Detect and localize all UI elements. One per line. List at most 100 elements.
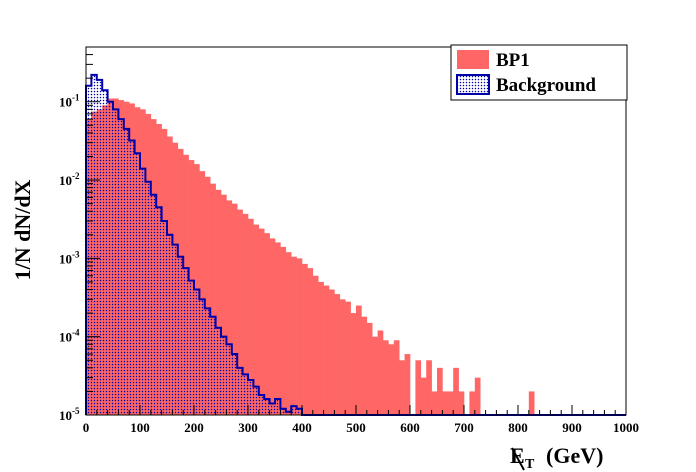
background-series bbox=[85, 73, 626, 416]
bp1-bar bbox=[361, 316, 368, 415]
bp1-bar bbox=[258, 228, 265, 415]
bp1-bar bbox=[242, 213, 249, 415]
bp1-bar bbox=[199, 171, 206, 415]
x-tick-label: 900 bbox=[562, 420, 582, 435]
background-bar bbox=[140, 168, 146, 415]
background-bar bbox=[215, 327, 222, 415]
background-bar bbox=[118, 119, 125, 415]
bp1-bar bbox=[329, 289, 335, 415]
bp1-bar bbox=[221, 194, 227, 415]
background-bar bbox=[86, 85, 92, 415]
bp1-bar bbox=[318, 281, 324, 415]
background-bar bbox=[275, 399, 281, 415]
bp1-bar bbox=[253, 224, 260, 415]
y-tick-exponent: -3 bbox=[72, 249, 80, 259]
legend: BP1 Background bbox=[450, 44, 628, 101]
x-axis: 0 100 200 300 400 500 600 700 800 900 1000 bbox=[83, 405, 639, 435]
y-tick-exponent: -4 bbox=[72, 328, 80, 338]
bp1-bar bbox=[323, 285, 330, 415]
bp1-bar bbox=[399, 360, 405, 415]
bp1-bar bbox=[285, 252, 292, 415]
x-tick-label: 600 bbox=[400, 420, 420, 435]
bp1-bar bbox=[372, 336, 378, 415]
bp1-bar bbox=[474, 377, 481, 415]
background-bar bbox=[134, 153, 141, 416]
bp1-bar bbox=[296, 258, 303, 415]
bp1-bar bbox=[393, 340, 400, 415]
bp1-bar bbox=[447, 391, 454, 415]
background-bar bbox=[183, 268, 189, 415]
bp1-bar bbox=[334, 294, 341, 415]
svg-text:T: T bbox=[525, 457, 535, 472]
background-bar bbox=[177, 256, 184, 415]
bp1-bar bbox=[420, 377, 427, 415]
legend-swatch-background bbox=[456, 74, 490, 95]
background-bar bbox=[237, 367, 243, 415]
bp1-bar bbox=[366, 322, 373, 415]
background-bar bbox=[210, 316, 216, 415]
x-tick-label: 1000 bbox=[613, 420, 639, 435]
background-bar bbox=[258, 395, 265, 415]
bp1-bar bbox=[442, 391, 449, 415]
x-axis-label: E T (GeV) bbox=[510, 443, 603, 472]
background-bar bbox=[264, 399, 270, 415]
bp1-bar bbox=[231, 203, 238, 415]
bp1-bar bbox=[226, 200, 233, 415]
background-bar bbox=[285, 411, 292, 415]
bp1-bar bbox=[215, 189, 222, 415]
bp1-bar bbox=[469, 391, 476, 415]
background-bar bbox=[296, 408, 303, 415]
legend-swatch-bp1 bbox=[457, 50, 489, 69]
bp1-bar bbox=[437, 367, 443, 415]
background-bar bbox=[280, 408, 287, 415]
y-axis-label: 1/N dN/dX bbox=[10, 179, 35, 280]
bp1-bar bbox=[458, 391, 465, 415]
y-tick-exponent: -1 bbox=[72, 93, 80, 103]
background-bar bbox=[231, 354, 238, 415]
bp1-bar bbox=[237, 209, 243, 415]
bp1-bar bbox=[377, 330, 384, 415]
background-bar bbox=[145, 181, 152, 415]
y-tick-exponent: -2 bbox=[72, 171, 80, 181]
background-bar bbox=[129, 140, 135, 415]
bp1-bar bbox=[269, 238, 276, 415]
y-tick-exponent: -5 bbox=[72, 406, 80, 416]
bp1-bar bbox=[528, 391, 535, 415]
x-tick-label: 100 bbox=[130, 420, 150, 435]
background-bar bbox=[150, 194, 157, 415]
background-bar bbox=[161, 221, 168, 415]
bp1-bar bbox=[415, 360, 422, 415]
bp1-bar bbox=[248, 218, 254, 415]
bp1-bar bbox=[388, 344, 395, 415]
background-bar bbox=[194, 289, 200, 415]
background-bar bbox=[113, 109, 119, 415]
y-tick-label: 10 bbox=[59, 173, 72, 188]
background-bar bbox=[226, 344, 233, 415]
x-tick-label: 0 bbox=[83, 420, 90, 435]
background-bar bbox=[199, 299, 206, 415]
bp1-bar bbox=[275, 242, 281, 415]
legend-label-background: Background bbox=[496, 75, 596, 96]
bp1-bar bbox=[291, 256, 297, 415]
background-bar bbox=[123, 128, 130, 415]
background-bar bbox=[167, 234, 173, 415]
bp1-bar bbox=[312, 275, 319, 415]
bp1-bar bbox=[210, 183, 216, 415]
y-tick-label: 10 bbox=[59, 330, 72, 345]
background-bar bbox=[253, 386, 260, 415]
bp1-bar bbox=[339, 299, 346, 415]
background-bar bbox=[172, 244, 179, 415]
y-tick-label: 10 bbox=[59, 408, 72, 423]
x-tick-label: 200 bbox=[184, 420, 204, 435]
y-tick-label: 10 bbox=[59, 95, 72, 110]
bp1-bar bbox=[264, 233, 270, 415]
bp1-bar bbox=[302, 263, 308, 415]
legend-label-bp1: BP1 bbox=[496, 50, 530, 71]
bp1-bar bbox=[431, 391, 438, 415]
y-tick-label: 10 bbox=[59, 251, 72, 266]
background-bar bbox=[291, 406, 297, 415]
bp1-bar bbox=[350, 313, 357, 415]
background-bar bbox=[221, 336, 227, 415]
background-bar bbox=[107, 101, 114, 415]
